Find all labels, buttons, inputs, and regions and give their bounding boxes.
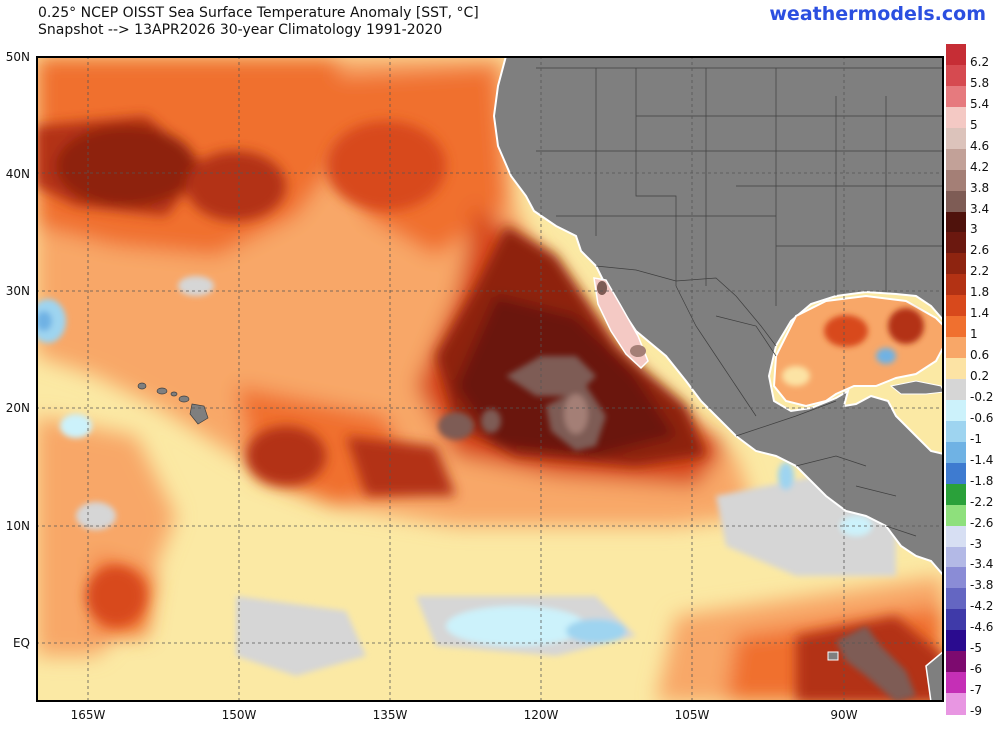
legend-swatch <box>946 316 966 338</box>
legend-swatch <box>946 588 966 610</box>
map-frame <box>36 56 944 702</box>
lat-label-10n: 10N <box>5 519 30 533</box>
legend-label: -1 <box>970 431 982 446</box>
legend-swatch <box>946 630 966 652</box>
anomaly-field-extreme <box>438 356 916 702</box>
legend-swatch <box>946 148 966 171</box>
lon-label-135w: 135W <box>372 708 408 722</box>
legend-label: 5.8 <box>970 75 990 90</box>
lat-label-40n: 40N <box>5 167 30 181</box>
legend-label: 5 <box>970 117 978 132</box>
legend-label: -4.2 <box>970 599 994 614</box>
gulf-anomaly <box>782 308 924 386</box>
legend-label: -9 <box>970 704 982 718</box>
caribbean-islands <box>889 380 944 395</box>
gulf-california-hotspot <box>597 281 607 295</box>
legend-swatch <box>946 127 966 150</box>
legend-label: 2.6 <box>970 243 990 258</box>
legend-label: 4.6 <box>970 138 990 153</box>
legend-swatch <box>946 211 966 233</box>
legend-label: 3 <box>970 222 978 237</box>
legend-label: -0.6 <box>970 410 994 425</box>
legend-label: 3.4 <box>970 201 990 216</box>
legend-label: 1.4 <box>970 306 990 321</box>
legend-label: 3.8 <box>970 180 990 195</box>
lon-label-90w: 90W <box>830 708 858 722</box>
lon-label-105w: 105W <box>674 708 710 722</box>
map-subtitle: Snapshot --> 13APR2026 30-year Climatolo… <box>38 22 443 38</box>
lon-label-120w: 120W <box>523 708 559 722</box>
legend-swatch <box>946 672 966 694</box>
legend-swatch <box>946 525 966 547</box>
legend-swatch <box>946 190 966 212</box>
legend-label: -3.4 <box>970 557 994 572</box>
legend-swatch <box>946 504 966 527</box>
galapagos-islands <box>827 651 839 661</box>
legend-label: 1 <box>970 327 978 342</box>
lon-label-165w: 165W <box>70 708 106 722</box>
gulf-california-hotspot-2 <box>630 345 646 357</box>
lat-label-30n: 30N <box>5 284 30 298</box>
graticule <box>36 56 944 702</box>
legend-swatch <box>946 462 966 485</box>
legend-swatch <box>946 274 966 296</box>
legend-swatch <box>946 546 966 568</box>
color-legend <box>946 44 966 715</box>
legend-label: 1.8 <box>970 285 990 300</box>
anomaly-field-hot <box>36 116 944 702</box>
legend-label: 4.2 <box>970 159 990 174</box>
map-title: 0.25° NCEP OISST Sea Surface Temperature… <box>38 5 479 21</box>
legend-swatch <box>946 358 966 380</box>
legend-label: -2.6 <box>970 515 994 530</box>
legend-swatch <box>946 693 966 715</box>
legend-label: -6 <box>970 662 982 677</box>
legend-swatch <box>946 232 966 254</box>
lat-label-50n: 50N <box>5 50 30 64</box>
legend-swatch <box>946 399 966 422</box>
brand-link[interactable]: weathermodels.com <box>769 3 986 25</box>
legend-swatch <box>946 420 966 443</box>
legend-label: -7 <box>970 683 982 698</box>
legend-swatch <box>946 106 966 129</box>
legend-label: 0.6 <box>970 348 990 363</box>
lat-label-20n: 20N <box>5 401 30 415</box>
legend-swatch <box>946 85 966 108</box>
legend-swatch <box>946 44 966 66</box>
legend-label: -5 <box>970 641 982 656</box>
lon-label-150w: 150W <box>221 708 257 722</box>
legend-swatch <box>946 337 966 359</box>
legend-label: -3 <box>970 536 982 551</box>
legend-label: 0.2 <box>970 369 990 383</box>
legend-label: -1.8 <box>970 473 994 488</box>
lat-label-eq: EQ <box>12 636 30 650</box>
legend-label: -0.2 <box>970 389 994 404</box>
legend-label: -4.6 <box>970 620 994 635</box>
south-america-land <box>925 650 944 702</box>
legend-swatch <box>946 295 966 317</box>
legend-label: -3.8 <box>970 578 994 593</box>
legend-label: -1.4 <box>970 452 994 467</box>
gulf-of-california <box>593 277 649 370</box>
hawaii-islands <box>137 382 209 425</box>
legend-label: 2.2 <box>970 264 990 279</box>
legend-swatch <box>946 651 966 673</box>
legend-swatch <box>946 253 966 275</box>
legend-swatch <box>946 169 966 192</box>
legend-label: 5.4 <box>970 96 990 111</box>
legend-swatch <box>946 609 966 631</box>
political-borders <box>536 67 944 537</box>
sst-anomaly-map <box>36 56 944 702</box>
legend-swatch <box>946 64 966 87</box>
legend-label: 6.2 <box>970 54 990 69</box>
legend-swatch <box>946 441 966 464</box>
legend-swatch <box>946 483 966 506</box>
legend-swatch <box>946 379 966 401</box>
legend-swatch <box>946 567 966 589</box>
legend-label: -2.2 <box>970 494 994 509</box>
